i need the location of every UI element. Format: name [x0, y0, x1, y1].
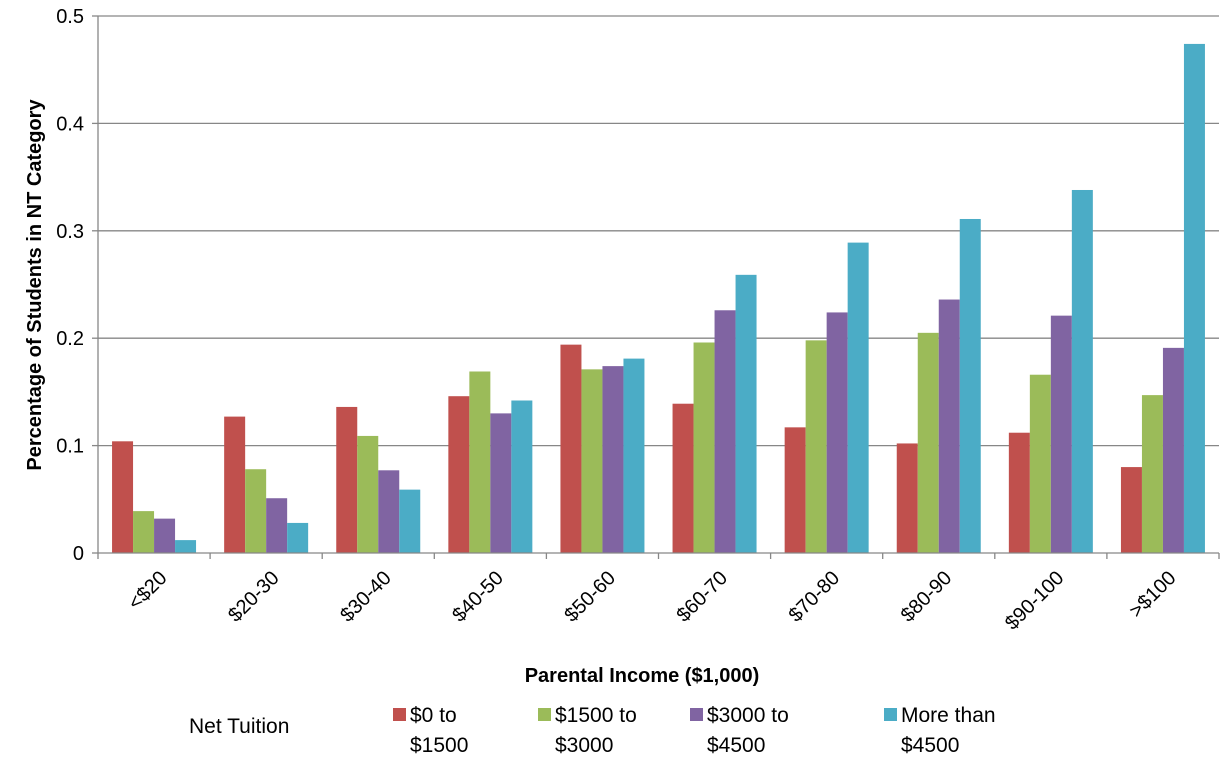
bar: [560, 344, 582, 553]
y-axis-title: Percentage of Students in NT Category: [24, 99, 46, 471]
legend-item: $3000 to $4500: [690, 704, 789, 757]
bar: [623, 358, 645, 553]
bar: [1008, 432, 1030, 553]
bar: [847, 242, 869, 553]
bar: [133, 511, 155, 553]
bar: [112, 441, 134, 553]
bar: [399, 489, 421, 553]
y-tick-label: 0.5: [56, 6, 84, 28]
bar: [448, 396, 470, 553]
bar: [1071, 189, 1093, 553]
x-tick-label: $70-80: [785, 567, 845, 627]
bar: [357, 435, 379, 553]
bar: [469, 371, 491, 553]
bar: [938, 299, 960, 553]
legend-swatch: [690, 708, 703, 721]
legend-item: $0 to $1500: [393, 704, 468, 757]
legend-swatch: [393, 708, 406, 721]
bar: [602, 366, 624, 553]
legend-label: $1500 to: [555, 704, 637, 727]
y-tick-label: 0: [73, 543, 84, 565]
bar: [672, 403, 694, 553]
bar: [266, 498, 288, 553]
bar: [175, 540, 197, 553]
legend-item: More than $4500: [884, 704, 996, 757]
x-tick-label: <$20: [124, 567, 171, 614]
bar: [1183, 43, 1205, 553]
legend-item: $1500 to $3000: [538, 704, 637, 757]
bar: [1162, 347, 1184, 553]
legend-label: $1500: [410, 734, 468, 757]
x-tick-label: $80-90: [897, 567, 957, 627]
bar: [1029, 374, 1051, 553]
y-tick-label: 0.4: [56, 113, 84, 135]
bar: [1120, 467, 1142, 553]
x-tick-label: >$100: [1125, 567, 1180, 622]
bar: [959, 218, 981, 553]
bar: [224, 416, 246, 553]
legend-label: $3000 to: [707, 704, 789, 727]
x-tick-label: $40-50: [448, 567, 508, 627]
bar: [826, 312, 848, 553]
bars: [112, 43, 1205, 553]
legend-items: $0 to$1500$1500 to$3000$3000 to$4500More…: [393, 704, 996, 757]
bar: [378, 470, 400, 553]
x-tick-label: $30-40: [336, 567, 396, 627]
legend-label: More than: [901, 704, 996, 727]
x-tick-label: $50-60: [560, 567, 620, 627]
legend-label: $0 to: [410, 704, 457, 727]
bar: [805, 340, 827, 553]
x-axis-title: Parental Income ($1,000): [525, 665, 760, 687]
axes: [92, 15, 1220, 559]
bar: [1050, 315, 1072, 553]
bar: [735, 274, 757, 553]
legend-swatch: [538, 708, 551, 721]
bar: [490, 413, 512, 553]
bar: [245, 469, 267, 553]
bar: [896, 443, 918, 553]
bar: [581, 369, 603, 553]
legend-label: $4500: [707, 734, 765, 757]
bar: [287, 522, 309, 553]
bar: [154, 518, 176, 553]
bar: [917, 332, 939, 553]
legend-label: $4500: [901, 734, 959, 757]
x-tick-label: $60-70: [672, 567, 732, 627]
x-tick-label: $20-30: [224, 567, 284, 627]
bar: [714, 310, 736, 553]
y-tick-label: 0.1: [56, 436, 84, 458]
y-tick-label: 0.3: [56, 221, 84, 243]
y-tick-label: 0.2: [56, 328, 84, 350]
legend-label: $3000: [555, 734, 613, 757]
legend-swatch: [884, 708, 897, 721]
bar: [336, 406, 358, 553]
legend: Net Tuition $0 to $1500 $1500 to $3000 $3000…: [189, 704, 996, 757]
legend-title: Net Tuition: [189, 715, 289, 738]
bar: [511, 400, 533, 553]
bar: [1141, 395, 1163, 553]
bar: [784, 427, 806, 553]
bar: [693, 342, 715, 553]
x-tick-label: $90-100: [1001, 567, 1068, 634]
